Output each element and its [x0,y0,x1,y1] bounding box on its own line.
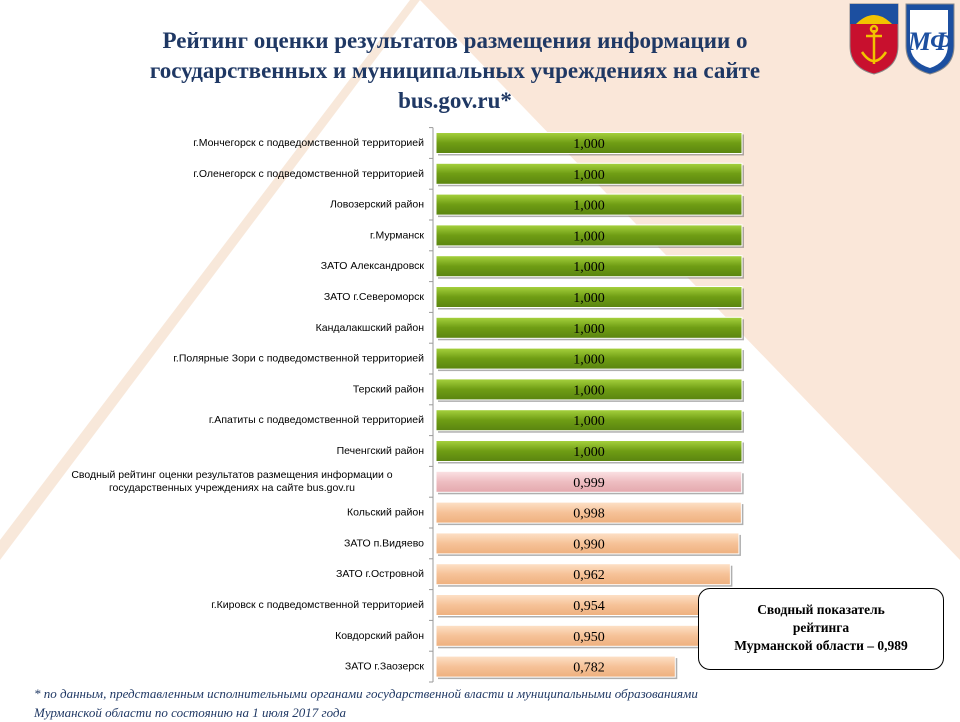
footnote: * по данным, представленным исполнительн… [34,684,934,722]
bar-value-label: 0,962 [573,568,605,583]
bar [435,501,742,524]
bar-value-label: 1,000 [573,291,605,306]
bar [435,132,743,154]
bar [435,563,731,586]
bar [435,409,743,432]
footnote-line-2: Мурманской области по состоянию на 1 июл… [34,705,346,720]
category-label: Ковдорский район [335,630,424,642]
bar [435,162,743,185]
bar-value-label: 0,950 [573,630,605,645]
bar-value-label: 0,998 [573,507,605,522]
bar-value-label: 1,000 [573,322,605,337]
bar [435,347,743,370]
bar [435,286,743,308]
bar [435,440,743,462]
bar [435,224,743,247]
summary-line-1: Сводный показатель [757,602,885,617]
bar [435,532,740,555]
bar-value-label: 1,000 [573,383,605,398]
ministry-finance-logo-icon: МФ [905,3,955,75]
category-label: ЗАТО г.Островной [336,568,424,580]
title-line-1: Рейтинг оценки результатов размещения ин… [162,28,748,53]
bar [435,316,743,339]
category-label: Печенгский район [337,445,425,457]
category-label: Ловозерский район [330,199,424,211]
bar-value-label: 1,000 [573,199,605,214]
bar-value-label: 1,000 [573,260,605,275]
category-label-line: государственных учреждениях на сайте bus… [109,482,355,494]
title-line-2: государственных и муниципальных учрежден… [149,58,761,83]
summary-line-2: рейтинга [792,620,850,635]
bar-value-label: 0,954 [573,599,605,614]
category-label: г.Мончегорск с подведомственной территор… [193,137,424,149]
category-label: г.Полярные Зори с подведомственной терри… [173,353,424,365]
category-label: ЗАТО Александровск [321,260,425,272]
ministry-logo-text: МФ [907,27,953,56]
category-label: Сводный рейтинг оценки результатов разме… [71,469,392,494]
category-label: ЗАТО г.Североморск [324,291,425,303]
category-label: ЗАТО г.Заозерск [345,661,425,673]
title-line-3: bus.gov.ru* [398,88,512,113]
bar [435,655,676,678]
bar-value-label: 1,000 [573,137,605,152]
category-label: г.Оленегорск с подведомственной территор… [193,168,424,180]
category-label: ЗАТО п.Видяево [344,537,424,549]
bar-value-label: 0,990 [573,537,605,552]
bar [435,470,743,493]
footnote-line-1: * по данным, представленным исполнительн… [34,686,698,701]
bar [435,378,743,401]
bar-value-label: 1,000 [573,445,605,460]
summary-line-3: Мурманской области – 0,989 [734,638,908,653]
bar-value-label: 1,000 [573,353,605,368]
category-label: Терский район [353,383,424,395]
murmansk-oblast-coat-of-arms-icon [849,3,899,75]
bar [435,255,743,278]
bar-value-label: 0,999 [573,476,605,491]
bar-value-label: 1,000 [573,168,605,183]
category-label: г.Апатиты с подведомственной территорией [209,414,424,426]
category-label-line: Сводный рейтинг оценки результатов разме… [71,469,392,481]
page-title: Рейтинг оценки результатов размещения ин… [110,26,800,116]
bar-value-label: 1,000 [573,414,605,429]
emblems: МФ [849,3,955,75]
bar-value-label: 0,782 [573,661,605,676]
summary-callout: Сводный показатель рейтинга Мурманской о… [698,588,944,670]
bar-value-label: 1,000 [573,229,605,244]
category-label: Кольский район [347,507,424,519]
category-label: Кандалакшский район [316,322,425,334]
category-label: г.Кировск с подведомственной территорией [211,599,424,611]
category-label: г.Мурманск [370,229,424,241]
bar [435,193,743,216]
